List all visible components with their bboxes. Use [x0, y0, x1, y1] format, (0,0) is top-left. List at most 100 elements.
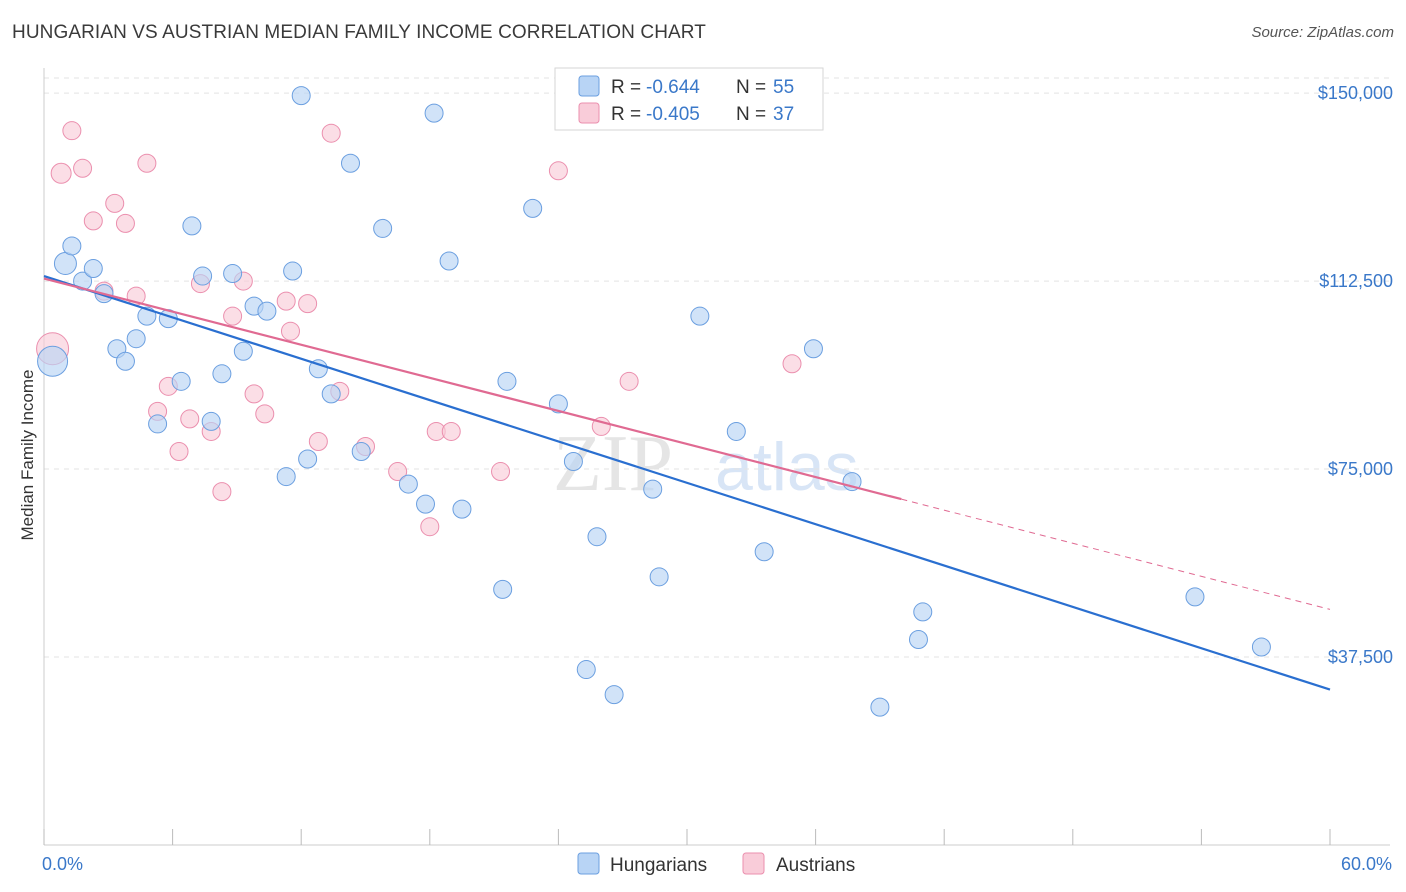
hungarian-point [201, 411, 221, 431]
source-label: Source: ZipAtlas.com [1251, 24, 1394, 41]
hungarian-point [643, 479, 663, 499]
hungarian-point [62, 236, 82, 256]
hungarian-point [754, 542, 774, 562]
hungarian-point [1251, 637, 1271, 657]
bottom-swatch-austrians [742, 852, 765, 875]
hungarian-point [212, 364, 232, 384]
hungarian-point [497, 371, 517, 391]
austrian-point [321, 123, 341, 143]
watermark-atlas: atlas [715, 429, 859, 505]
austrian-point [388, 462, 408, 482]
austrian-point [105, 193, 125, 213]
legend-r-value-austrians: -0.405 [646, 104, 700, 125]
hungarian-point [548, 394, 568, 414]
hungarian-point [913, 602, 933, 622]
austrian-point [169, 442, 189, 461]
hungarian-point [223, 264, 243, 284]
hungarian-point [83, 259, 103, 279]
legend-n-value-austrians: 37 [773, 104, 794, 125]
y-axis-title: Median Family Income [18, 369, 37, 540]
austrians-points [36, 121, 802, 537]
y-tick-labels: $37,500 $75,000 $112,500 $150,000 [1318, 83, 1393, 667]
hungarian-point [690, 306, 710, 326]
austrian-point [115, 213, 135, 233]
y-tick-label: $150,000 [1318, 83, 1393, 103]
austrian-point [137, 153, 157, 173]
hungarian-point [126, 329, 146, 349]
hungarian-point [37, 345, 69, 377]
hungarian-point [493, 579, 513, 599]
legend-n-label-hungarians: N = [736, 77, 766, 98]
austrian-point [212, 482, 232, 502]
austrian-point [491, 462, 511, 482]
hungarian-point [452, 499, 472, 519]
hungarian-point [576, 660, 596, 680]
hungarian-point [373, 218, 393, 238]
hungarian-point [340, 153, 360, 173]
hungarian-point [193, 266, 213, 286]
austrian-point [255, 404, 275, 424]
austrian-point [298, 294, 318, 314]
hungarian-point [398, 474, 418, 494]
austrian-point [62, 121, 82, 141]
hungarian-point [649, 567, 669, 587]
austrian-point [276, 291, 296, 311]
chart-title: HUNGARIAN VS AUSTRIAN MEDIAN FAMILY INCO… [12, 22, 706, 43]
y-tick-label: $37,500 [1328, 647, 1393, 667]
austrian-point [73, 158, 93, 178]
hungarian-point [257, 301, 277, 321]
legend-n-label-austrians: N = [736, 104, 766, 125]
austrian-point [441, 421, 461, 441]
hungarian-point [233, 341, 253, 361]
austrian-point [223, 306, 243, 326]
legend-r-value-hungarians: -0.644 [646, 77, 700, 98]
austrians-trend-line [43, 277, 902, 501]
austrian-point [619, 371, 639, 391]
hungarian-point [53, 252, 77, 276]
hungarian-point [587, 527, 607, 547]
hungarian-point [351, 442, 371, 461]
austrian-point [420, 517, 440, 537]
austrian-point [782, 354, 802, 374]
austrians-trend-extension [901, 498, 1331, 610]
bottom-legend-hungarians: Hungarians [610, 855, 707, 876]
hungarian-point [148, 414, 168, 434]
hungarian-point [726, 421, 746, 441]
hungarian-point [439, 251, 459, 271]
hungarian-point [563, 452, 583, 472]
bottom-legend-austrians: Austrians [776, 855, 855, 876]
legend-swatch-hungarians [578, 75, 600, 97]
hungarian-point [523, 198, 543, 218]
austrian-point [244, 384, 264, 404]
hungarian-point [182, 216, 202, 236]
hungarian-point [1185, 587, 1205, 607]
austrian-point [83, 211, 103, 231]
austrian-point [548, 161, 568, 181]
hungarian-point [276, 467, 296, 487]
austrian-point [308, 431, 328, 451]
legend-r-label-hungarians: R = [611, 77, 641, 98]
hungarian-point [803, 339, 823, 359]
austrian-point [280, 321, 300, 341]
hungarian-point [870, 697, 890, 717]
hungarian-point [321, 384, 341, 404]
trend-lines [43, 275, 1331, 691]
legend-n-value-hungarians: 55 [773, 77, 794, 98]
hungarian-point [291, 86, 311, 106]
legend-swatch-austrians [578, 102, 600, 124]
hungarians-trend-line [43, 275, 1331, 691]
hungarian-point [908, 629, 928, 649]
grid-lines [44, 77, 1390, 658]
hungarian-point [308, 359, 328, 379]
x-tick-labels: 0.0% 60.0% [42, 854, 1392, 874]
x-tick-label-min: 0.0% [42, 854, 83, 874]
hungarian-point [298, 449, 318, 469]
hungarian-point [604, 685, 624, 705]
series-legend: Hungarians Austrians [577, 852, 855, 876]
y-tick-label: $112,500 [1319, 271, 1393, 291]
hungarian-point [424, 103, 444, 123]
bottom-swatch-hungarians [577, 852, 600, 875]
hungarians-points [37, 86, 1271, 717]
hungarian-point [115, 351, 135, 371]
